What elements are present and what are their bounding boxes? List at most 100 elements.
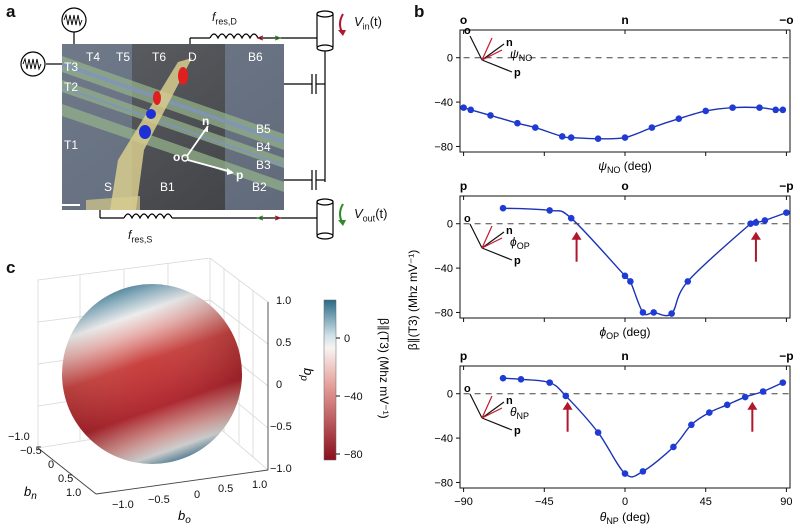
inset-angle-label: ϕOP	[510, 235, 530, 251]
axis-origin	[181, 154, 189, 162]
top-label: n	[621, 349, 628, 363]
svg-text:−1.0: −1.0	[8, 431, 30, 443]
x-axis-label: θNP (deg)	[600, 510, 650, 526]
gate-label-t1: T1	[64, 138, 79, 152]
y-tick-label: −80	[434, 307, 453, 319]
data-point	[639, 468, 647, 475]
data-point	[621, 470, 629, 477]
inset-label-p: p	[514, 255, 521, 267]
inset-label-o: o	[464, 213, 471, 225]
inset-vector	[481, 417, 513, 431]
gate-label-t3: T3	[64, 60, 79, 74]
inset-angle-sub: NP	[517, 411, 530, 421]
axis-p-arrow	[187, 159, 233, 173]
y-tick-label: 0	[447, 53, 453, 65]
data-point	[499, 204, 507, 212]
data-point	[546, 379, 553, 386]
svg-text:0.5: 0.5	[276, 337, 291, 349]
y-tick-label: 0	[447, 219, 453, 231]
data-point	[639, 309, 647, 316]
data-point	[761, 217, 769, 224]
data-point	[752, 219, 760, 226]
top-label: o	[621, 179, 628, 193]
x-axis-label: ψNO (deg)	[598, 159, 652, 175]
fit-curve	[503, 377, 784, 478]
chart-2: p n −p 0 −40 −80−90 −45 0 45 90 o n p θNP θNP (deg)	[434, 349, 793, 526]
inset-vector	[481, 43, 505, 61]
svg-text:0.5: 0.5	[218, 483, 233, 495]
x-tick-label: 45	[700, 496, 712, 508]
gate-label-t2: T2	[64, 80, 79, 94]
inset-vector	[469, 393, 483, 419]
x-axis-label-sub: NP	[606, 516, 619, 526]
svg-text:−0.5: −0.5	[148, 494, 170, 506]
data-point	[723, 401, 731, 409]
fit-curve	[503, 207, 787, 317]
x-axis-label-sub: OP	[606, 331, 619, 341]
gate-label-b3: B3	[256, 158, 271, 172]
device-labels: T4 T5 T6 D B6 T3 T2 T1 B5 B4 B3 B2 S B1 …	[0, 0, 410, 255]
top-label: p	[460, 179, 467, 193]
blue-dot-2	[139, 125, 151, 139]
bo-axis-label: bo	[178, 508, 191, 526]
chart-0: o n −o 0 −40 −80 o n p ψNO ψNO (deg)	[434, 13, 793, 175]
gate-label-d: D	[188, 50, 197, 64]
svg-text:0.5: 0.5	[58, 473, 73, 485]
crossing-arrow-head	[571, 231, 582, 240]
y-tick-label: −40	[434, 263, 453, 275]
inset-vector	[481, 231, 505, 249]
data-point	[594, 135, 602, 142]
crossing-arrow-head	[562, 401, 573, 410]
gate-label-b1: B1	[160, 180, 175, 194]
gate-label-t5: T5	[116, 50, 131, 64]
x-ticks: −1.0 −0.5 0 0.5 1.0	[112, 479, 267, 511]
inset-vector	[481, 395, 493, 419]
data-point	[688, 421, 695, 429]
data-point	[594, 429, 602, 436]
svg-text:0: 0	[48, 459, 54, 471]
svg-text:0: 0	[344, 333, 350, 345]
svg-text:−0.5: −0.5	[20, 445, 42, 457]
chart-1: p o −p 0 −40 −80 o n p ϕOP ϕOP (deg)	[434, 179, 793, 341]
gate-label-b5: B5	[256, 122, 271, 136]
svg-text:0: 0	[194, 489, 200, 501]
panel-letter-a: a	[6, 2, 16, 21]
gate-label-b2: B2	[252, 180, 267, 194]
x-axis-label-unit: (deg)	[619, 325, 650, 339]
data-point	[621, 272, 629, 280]
data-point	[759, 388, 767, 395]
data-point	[562, 392, 570, 400]
top-label: o	[460, 13, 467, 27]
gate-label-b6: B6	[248, 50, 263, 64]
vout-label: Vout(t)	[354, 206, 388, 224]
sphere-axes	[37, 302, 269, 495]
inset-diagram: o n p ϕOP	[464, 213, 530, 267]
inset-label-n: n	[506, 395, 513, 407]
colorbar-label: β∥(T3) (Mhz mV⁻¹)	[377, 318, 391, 419]
data-point	[546, 207, 553, 214]
data-point	[705, 409, 713, 416]
data-point	[460, 104, 467, 111]
svg-text:0: 0	[276, 379, 282, 391]
data-point	[467, 106, 475, 114]
svg-text:1.0: 1.0	[276, 295, 291, 307]
x-tick-label: −90	[454, 496, 473, 508]
svg-text:−0.5: −0.5	[270, 421, 292, 433]
y-tick-label: −40	[434, 433, 453, 445]
angle-sweep-charts: β∥(T3) (Mhz mV⁻¹) o n −o 0 −40 −80 o n p ψNO ψNO (…	[406, 13, 794, 526]
inset-vector	[469, 223, 483, 249]
data-point	[670, 443, 677, 451]
data-point	[747, 220, 754, 228]
axis-label-p: p	[236, 168, 244, 182]
inset-vector	[481, 407, 503, 419]
inset-label-p: p	[514, 425, 521, 437]
data-point	[779, 379, 787, 386]
inset-angle-label: ψNO	[510, 47, 532, 63]
axis-label-n: n	[202, 114, 210, 128]
inset-angle-sub: NO	[519, 53, 533, 63]
y-tick-label: −80	[434, 477, 453, 489]
x-tick-label: 90	[780, 496, 792, 508]
x-tick-label: 0	[622, 496, 628, 508]
data-point	[772, 106, 779, 114]
device-panel	[20, 7, 346, 240]
